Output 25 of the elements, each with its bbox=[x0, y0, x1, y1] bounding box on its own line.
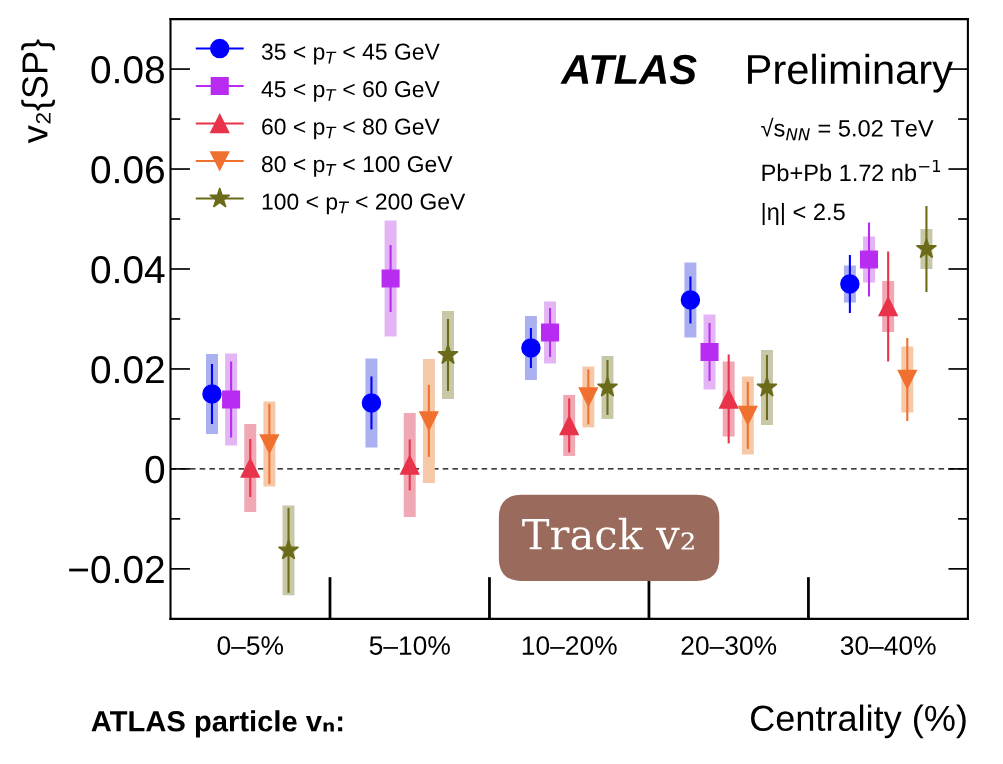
x-tick-label: 20–30% bbox=[681, 636, 777, 655]
legend-label: 80 < p$_{T}$ < 100 GeV bbox=[261, 156, 453, 177]
legend-label: 45 < p$_{T}$ < 60 GeV bbox=[261, 81, 440, 102]
legend-label: 60 < p$_{T}$ < 80 GeV bbox=[262, 118, 440, 140]
annotation: ATLAS bbox=[560, 54, 697, 85]
annotation: Pb+Pb 1.72 nb$^{−1}$ bbox=[762, 159, 941, 182]
y-axis-title: v₂{SP} bbox=[21, 39, 55, 144]
x-tick-label: 0–5% bbox=[217, 636, 284, 655]
text: ATLAS particle vₙ: bbox=[91, 710, 343, 738]
x-tick-label: 10–20% bbox=[522, 636, 617, 655]
x-tick-label: 5–10% bbox=[369, 636, 450, 655]
annotation: √s$_{NN}$ = 5.02 TeV bbox=[761, 117, 934, 141]
y-tick-label: 0.06 bbox=[91, 155, 164, 184]
legend-label: 100 < p$_{T}$ < 200 GeV bbox=[262, 193, 466, 215]
y-tick-label: 0.02 bbox=[91, 355, 164, 384]
annotation: Track v₂ bbox=[522, 517, 694, 550]
y-tick-label: 0.04 bbox=[91, 255, 165, 284]
x-tick-label: 30–40% bbox=[840, 636, 936, 655]
y-tick-label: 0 bbox=[145, 455, 165, 484]
x-axis-title: Centrality (%) bbox=[751, 704, 966, 739]
annotation: |η| < 2.5 bbox=[762, 202, 845, 226]
legend-label: 35 < p$_{T}$ < 45 GeV bbox=[261, 43, 440, 65]
y-tick-label: 0.08 bbox=[91, 56, 164, 84]
y-tick-label: −0.02 bbox=[69, 555, 164, 584]
annotation: Preliminary bbox=[748, 53, 953, 93]
